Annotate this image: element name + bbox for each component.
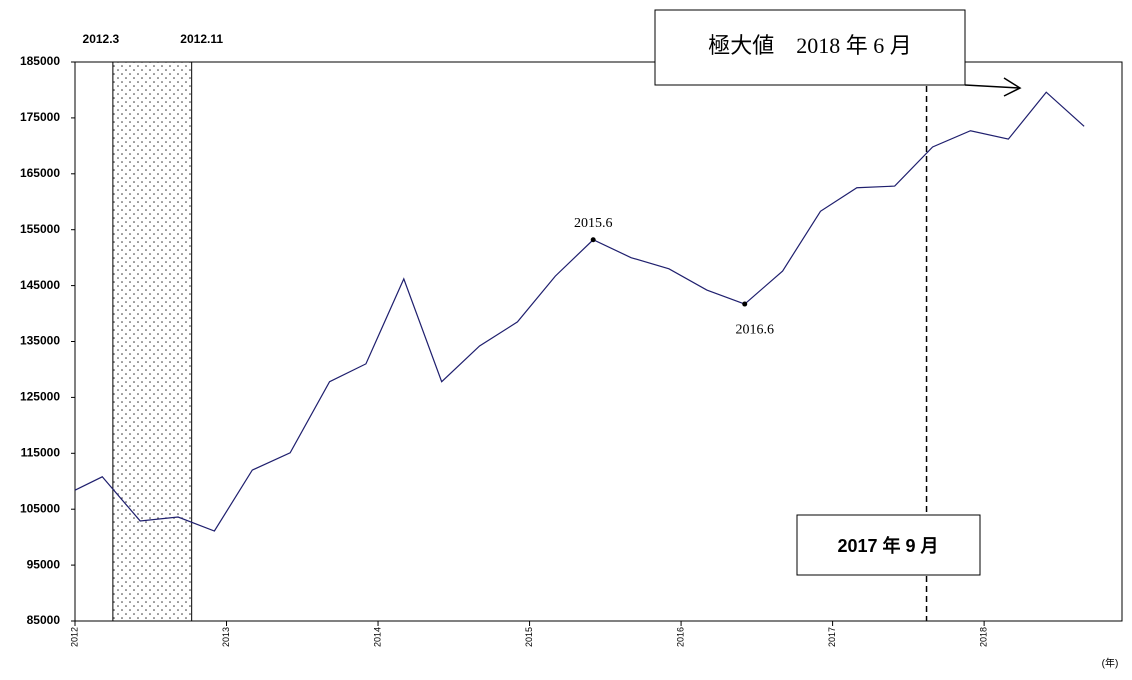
x-tick-label: 2016	[675, 627, 685, 647]
y-tick-label: 85000	[27, 613, 61, 627]
point-label: 2016.6	[735, 322, 774, 337]
peak-arrow	[964, 84, 1021, 89]
x-unit: (年)	[1102, 657, 1119, 670]
region-end-label: 2012.11	[180, 32, 223, 46]
y-tick-label: 155000	[20, 222, 60, 236]
peak-label: 極大値 2018 年 6 月	[708, 33, 912, 58]
y-tick-label: 135000	[20, 334, 60, 348]
y-tick-label: 95000	[27, 557, 61, 571]
point-marker	[742, 301, 748, 307]
shaded-region	[112, 61, 193, 622]
point-marker	[590, 237, 596, 243]
y-tick-label: 125000	[20, 390, 60, 404]
y-tick-label: 165000	[20, 166, 60, 180]
y-tick-label: 115000	[21, 445, 61, 459]
x-tick-label: 2018	[978, 627, 988, 647]
data-line	[74, 91, 1085, 532]
vline-label-box	[796, 514, 981, 576]
y-tick-label: 145000	[20, 278, 60, 292]
vline-label: 2017 年 9 月	[837, 535, 938, 556]
peak-arrow-head	[1003, 77, 1022, 97]
y-tick-label: 185000	[20, 54, 60, 68]
x-tick-label: 2012	[69, 627, 79, 647]
y-tick-label: 105000	[20, 501, 60, 515]
x-tick-label: 2017	[827, 627, 837, 647]
y-tick-label: 175000	[20, 110, 60, 124]
x-tick-label: 2015	[524, 627, 534, 647]
region-start-label: 2012.3	[83, 32, 120, 46]
x-tick-label: 2013	[221, 627, 231, 647]
x-tick-label: 2014	[372, 627, 382, 647]
peak-label-box	[654, 9, 966, 86]
point-label: 2015.6	[574, 216, 613, 231]
